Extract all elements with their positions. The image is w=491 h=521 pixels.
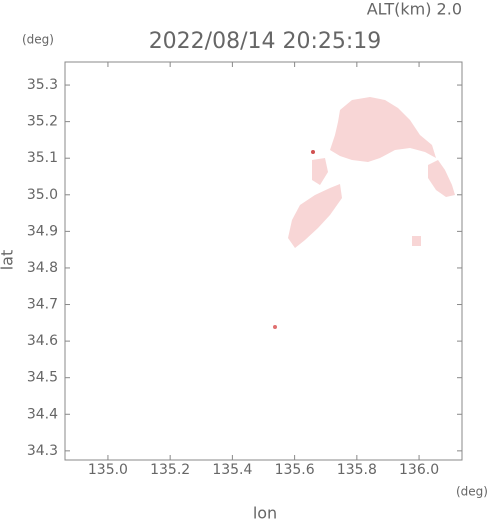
y-tick-label: 34.9 <box>27 223 58 239</box>
y-tick-label: 34.8 <box>27 260 58 276</box>
echo <box>312 158 328 185</box>
x-tick-label: 135.0 <box>88 462 128 478</box>
echo <box>273 325 277 329</box>
plot-frame <box>64 61 463 461</box>
echo <box>288 184 342 248</box>
chart-title: 2022/08/14 20:25:19 <box>149 29 382 54</box>
echo-area <box>273 97 455 329</box>
y-tick-label: 34.6 <box>27 333 58 349</box>
y-unit: (deg) <box>22 33 54 47</box>
y-axis-label: lat <box>0 250 17 271</box>
echo <box>311 150 315 154</box>
y-tick-label: 34.7 <box>27 297 58 313</box>
annotation: ALT(km) 2.0 <box>367 0 462 19</box>
y-tick-label: 34.5 <box>27 370 58 386</box>
y-tick-label: 34.3 <box>27 443 58 459</box>
y-tick-label: 35.0 <box>27 187 58 203</box>
y-tick-label: 35.2 <box>27 114 58 130</box>
x-tick-label: 135.6 <box>275 462 315 478</box>
x-axis-label: lon <box>253 504 277 521</box>
echo <box>428 160 455 197</box>
x-tick-label: 135.4 <box>212 462 252 478</box>
y-tick-label: 35.3 <box>27 77 58 93</box>
y-tick-label: 35.1 <box>27 150 58 166</box>
x-unit: (deg) <box>456 485 488 499</box>
echo <box>330 97 436 162</box>
x-tick-label: 136.0 <box>399 462 439 478</box>
x-tick-label: 135.8 <box>337 462 377 478</box>
x-tick-label: 135.2 <box>150 462 190 478</box>
echo <box>412 236 421 246</box>
y-tick-label: 34.4 <box>27 406 58 422</box>
